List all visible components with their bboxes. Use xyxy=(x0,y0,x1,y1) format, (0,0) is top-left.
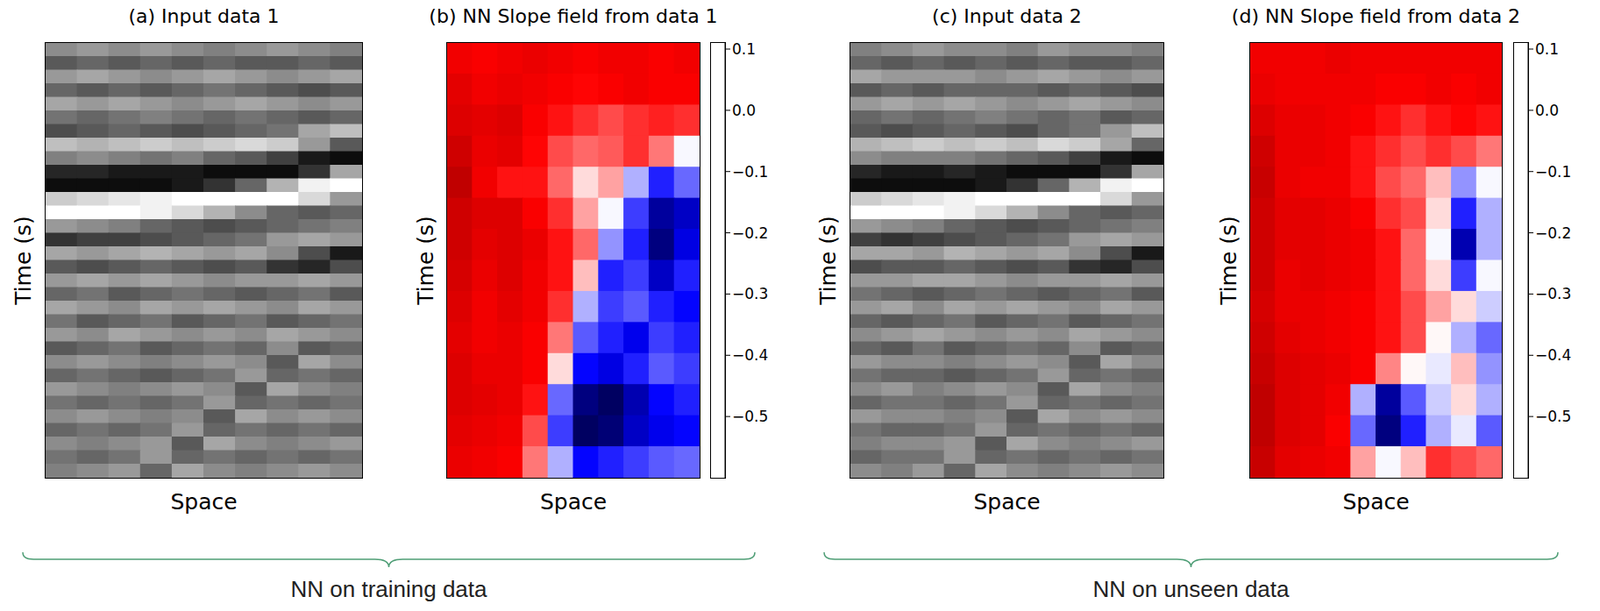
svg-text:−0.4: −0.4 xyxy=(732,346,768,364)
svg-text:−0.5: −0.5 xyxy=(732,407,768,426)
svg-text:−0.2: −0.2 xyxy=(732,224,768,242)
svg-text:−0.1: −0.1 xyxy=(1535,163,1572,181)
html-text:(b) NN Slope field from data 1: (b) NN Slope field from data 1 xyxy=(429,5,718,28)
svg-text:Space: Space xyxy=(540,489,607,515)
svg-text:Space: Space xyxy=(973,489,1040,515)
svg-text:−0.3: −0.3 xyxy=(732,284,768,303)
html-text:(d) NN Slope field from data 2: (d) NN Slope field from data 2 xyxy=(1231,5,1521,28)
svg-text:−0.5: −0.5 xyxy=(1535,407,1572,426)
svg-text:Time (s): Time (s) xyxy=(10,215,36,306)
svg-text:−0.2: −0.2 xyxy=(1535,224,1572,242)
svg-text:0.0: 0.0 xyxy=(732,101,756,120)
svg-text:Time (s): Time (s) xyxy=(412,215,439,306)
svg-text:Time (s): Time (s) xyxy=(1216,215,1242,306)
svg-text:−0.1: −0.1 xyxy=(732,163,768,181)
html-text:NN on unseen data: NN on unseen data xyxy=(1092,576,1290,603)
svg-text:Space: Space xyxy=(170,489,237,515)
html-text:(a) Input data 1: (a) Input data 1 xyxy=(128,5,280,28)
svg-text:−0.4: −0.4 xyxy=(1535,346,1572,364)
svg-text:−0.3: −0.3 xyxy=(1535,284,1572,303)
svg-text:Space: Space xyxy=(1342,489,1409,515)
svg-text:Time (s): Time (s) xyxy=(815,215,841,306)
html-text:NN on training data: NN on training data xyxy=(290,576,488,603)
svg-text:0.1: 0.1 xyxy=(1535,40,1559,58)
svg-text:0.1: 0.1 xyxy=(732,40,756,58)
svg-text:0.0: 0.0 xyxy=(1535,101,1559,120)
html-text:(c) Input data 2: (c) Input data 2 xyxy=(932,5,1082,28)
